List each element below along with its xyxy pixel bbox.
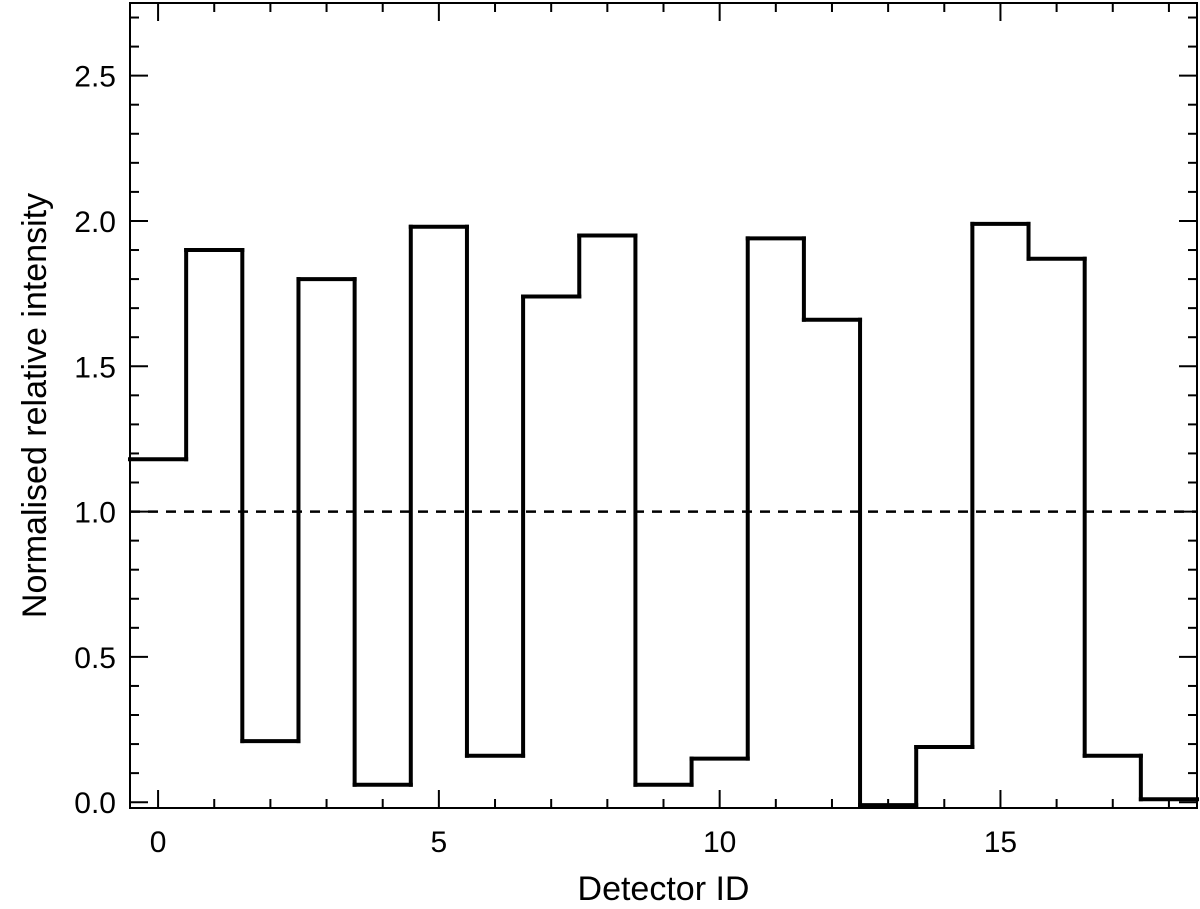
y-tick-label: 2.5 [74,61,116,94]
minor-ticks [130,3,1197,808]
series-layer [128,221,1199,808]
y-tick-label: 1.5 [74,351,116,384]
y-axis-title: Normalised relative intensity [16,193,54,618]
x-tick-label: 0 [150,826,167,859]
x-tick-labels: 0 5 10 15 [150,826,1017,859]
step-series [128,221,1199,808]
major-ticks [130,3,1197,808]
y-tick-label: 0.5 [74,642,116,675]
x-axis-title: Detector ID [578,870,750,908]
x-tick-label: 15 [984,826,1017,859]
y-tick-label: 0.0 [74,787,116,820]
y-tick-label: 2.0 [74,206,116,239]
y-tick-label: 1.0 [74,497,116,530]
plot-border [129,2,1198,809]
x-tick-label: 5 [431,826,448,859]
y-tick-labels: 0.0 0.5 1.0 1.5 2.0 2.5 [74,61,116,821]
x-tick-label: 10 [703,826,736,859]
plot-frame [129,2,1198,809]
